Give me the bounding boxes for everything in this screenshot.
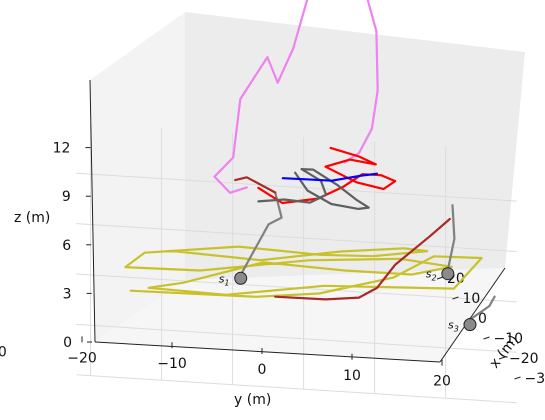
trajectory-line bbox=[468, 295, 496, 321]
z-gridline bbox=[76, 223, 517, 252]
x-tick-mark bbox=[436, 276, 444, 280]
trajectory-line bbox=[213, 0, 379, 194]
z-axis-label: z (m) bbox=[14, 210, 50, 226]
trajectory-line bbox=[257, 168, 370, 210]
y-axis-line bbox=[94, 341, 441, 363]
z-gridline bbox=[76, 374, 517, 404]
trajectory-line bbox=[234, 176, 277, 194]
y-tick-label: −30 bbox=[0, 345, 7, 361]
z-tick-label: 6 bbox=[62, 238, 71, 254]
z-tick-label: 3 bbox=[63, 286, 72, 302]
y-tick-label: −20 bbox=[67, 350, 97, 366]
y-tick-label: 10 bbox=[343, 368, 361, 384]
back-pane-right bbox=[185, 12, 525, 280]
trajectory-line bbox=[124, 245, 483, 298]
x-tick-mark bbox=[483, 336, 490, 340]
x-tick-mark bbox=[452, 296, 459, 300]
x-tick-mark bbox=[514, 376, 521, 380]
station-label: s3 bbox=[448, 319, 459, 334]
x-tick-label: −30 bbox=[525, 371, 545, 387]
y-tick-label: 0 bbox=[258, 362, 267, 378]
trajectory-line bbox=[281, 172, 379, 182]
z-tick-label: 0 bbox=[63, 335, 72, 351]
trajectory-line bbox=[274, 217, 451, 301]
x-tick-label: −20 bbox=[509, 351, 539, 367]
station-marker bbox=[234, 271, 248, 285]
x-tick-label: −10 bbox=[494, 331, 524, 347]
x-tick-label: 0 bbox=[478, 311, 487, 327]
y-tick-label: 20 bbox=[433, 374, 451, 390]
x-tick-label: 10 bbox=[463, 291, 481, 307]
x-tick-mark bbox=[498, 356, 506, 360]
z-tick-label: 12 bbox=[53, 141, 71, 157]
z-tick-label: 9 bbox=[62, 189, 71, 205]
y-tick-label: −10 bbox=[157, 356, 187, 372]
stations: s1 s2 s3 bbox=[219, 267, 477, 334]
trajectory-line bbox=[239, 191, 283, 276]
station-marker bbox=[441, 267, 455, 281]
station-label: s2 bbox=[426, 268, 437, 283]
station-marker bbox=[463, 318, 477, 332]
z-gridline bbox=[76, 172, 517, 202]
trajectories bbox=[124, 0, 496, 321]
z-gridline bbox=[76, 323, 517, 353]
y-axis-label: y (m) bbox=[234, 392, 271, 408]
trajectory-line bbox=[446, 204, 456, 272]
z-axis-line bbox=[89, 79, 96, 343]
station-label: s1 bbox=[219, 272, 230, 287]
x-axis-line bbox=[439, 267, 506, 363]
